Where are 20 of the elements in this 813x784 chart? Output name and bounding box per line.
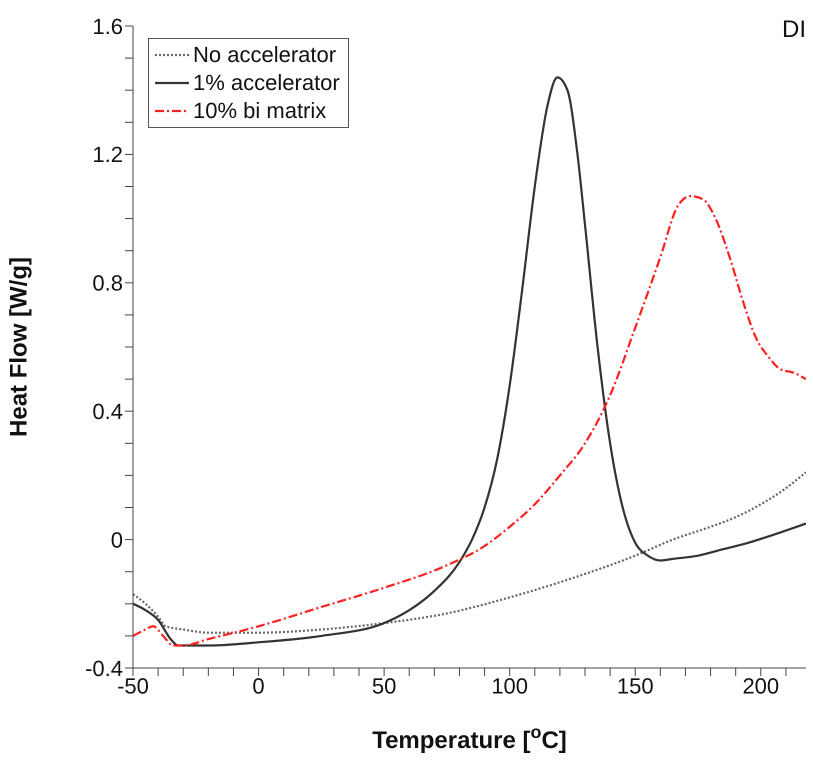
y-tick-label: 1.6: [92, 14, 123, 39]
y-tick-label: -0.4: [85, 656, 123, 681]
annotation: DI: [782, 16, 806, 44]
x-tick-label: 50: [372, 674, 396, 699]
x-tick-label: 150: [616, 674, 654, 699]
x-tick-label: 100: [491, 674, 528, 699]
line-series: [133, 471, 806, 634]
y-tick-label: 0.8: [92, 270, 123, 296]
legend-label: 10% bi matrix: [193, 97, 326, 125]
y-tick-label: 1.2: [92, 142, 123, 168]
y-tick-label: 0: [110, 527, 123, 552]
x-tick-label: 200: [742, 674, 780, 699]
y-axis-title: Heat Flow [W/g]: [6, 257, 33, 437]
legend-label: 1% accelerator: [193, 69, 340, 97]
x-axis-title: Temperature [$^{o}$C]: [372, 722, 567, 754]
x-tick-label: 0: [252, 674, 265, 699]
legend-label: No accelerator: [193, 41, 336, 69]
y-tick-label: 0.4: [92, 399, 123, 424]
line-series: [133, 76, 806, 647]
line-series: [133, 195, 806, 647]
